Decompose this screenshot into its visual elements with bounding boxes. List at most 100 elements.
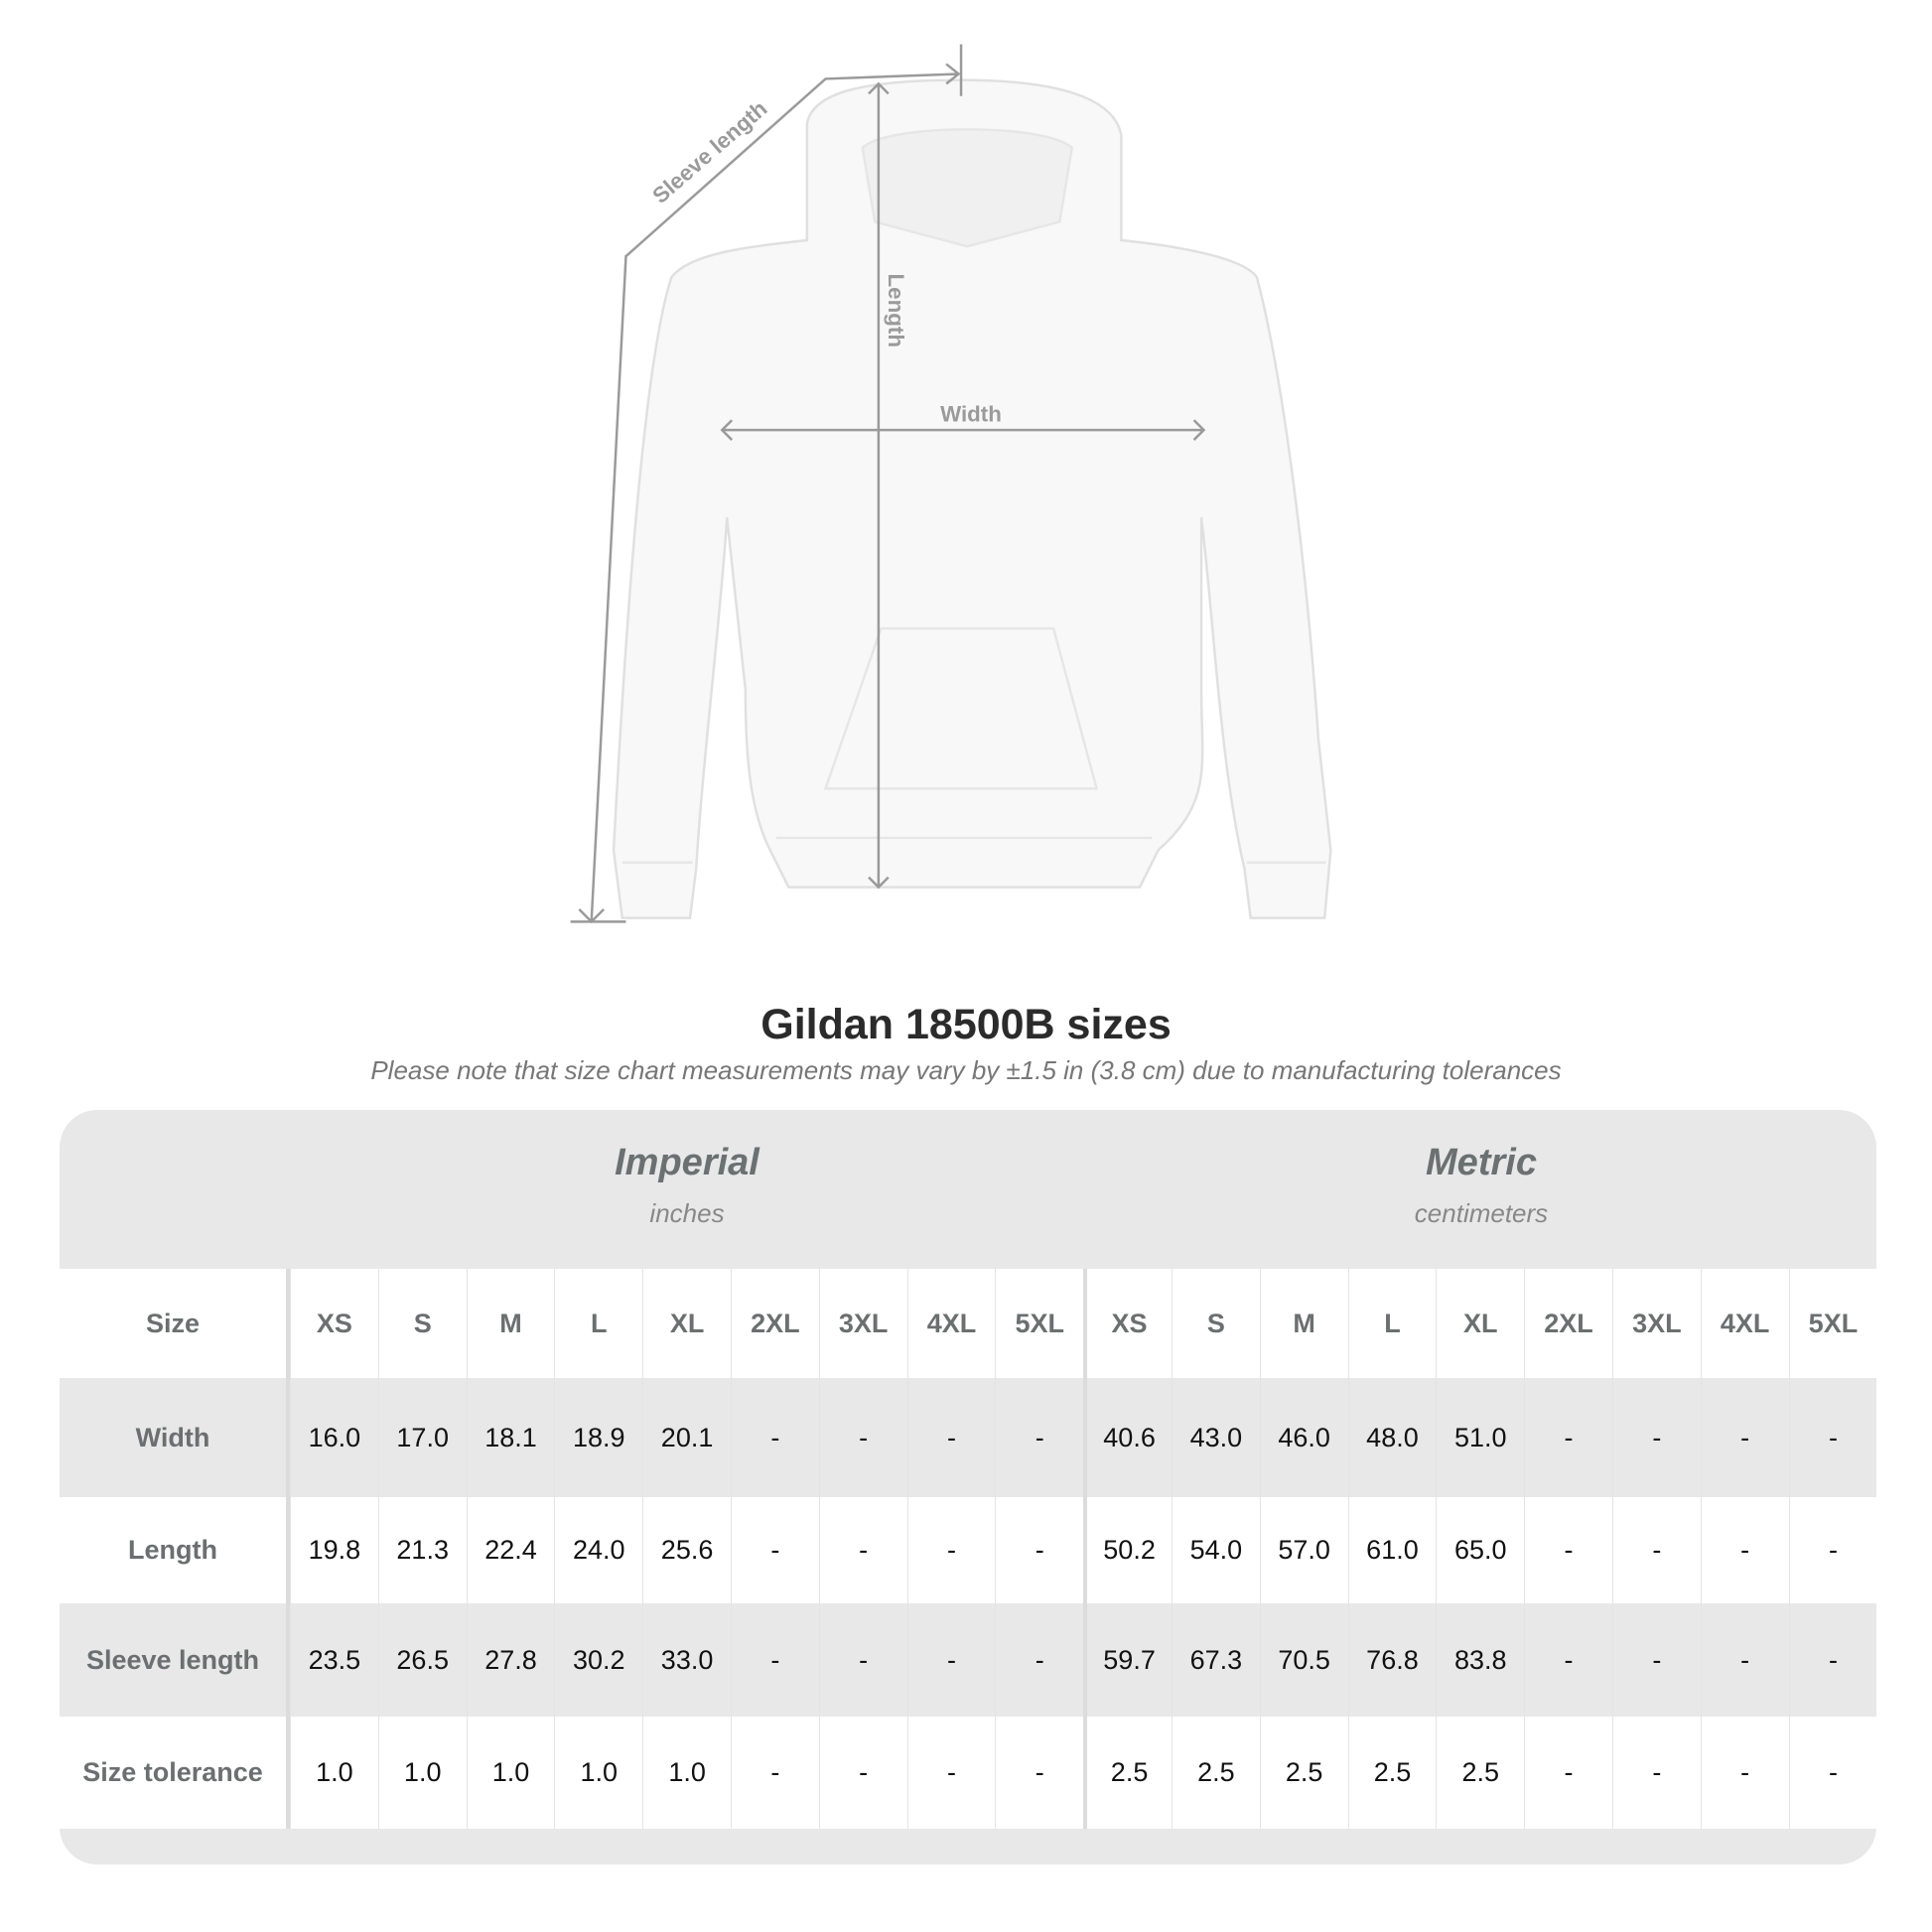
imperial-value-cell: 1.0: [642, 1717, 731, 1829]
metric-value-cell: -: [1524, 1497, 1612, 1603]
length-label: Length: [884, 274, 908, 347]
metric-size-header: 5XL: [1788, 1269, 1876, 1378]
imperial-value-cell: -: [906, 1497, 996, 1603]
metric-value-cell: 2.5: [1083, 1717, 1172, 1829]
metric-size-header: M: [1259, 1269, 1348, 1378]
metric-value-cell: -: [1524, 1717, 1612, 1829]
imperial-size-header: S: [377, 1269, 467, 1378]
imperial-value-cell: -: [906, 1717, 996, 1829]
metric-title: Metric: [1426, 1142, 1537, 1183]
metric-value-cell: 65.0: [1436, 1497, 1525, 1603]
metric-value-cell: -: [1524, 1378, 1612, 1497]
imperial-value-cell: 33.0: [642, 1603, 731, 1717]
page-title: Gildan 18500B sizes: [760, 1001, 1172, 1048]
hoodie-illustration: [612, 78, 1332, 919]
imperial-value-cell: -: [906, 1378, 996, 1497]
metric-size-header: XL: [1436, 1269, 1525, 1378]
size-grid: Size XS S M L XL 2XL 3XL 4XL 5XL XS S M L XL 2XL 3XL 4XL 5…: [60, 1269, 1876, 1829]
imperial-value-cell: -: [818, 1603, 907, 1717]
imperial-value-cell: -: [906, 1603, 996, 1717]
metric-value-cell: -: [1700, 1603, 1789, 1717]
imperial-value-cell: -: [995, 1497, 1084, 1603]
metric-value-cell: -: [1524, 1603, 1612, 1717]
metric-value-cell: 2.5: [1171, 1717, 1260, 1829]
metric-value-cell: 43.0: [1171, 1378, 1260, 1497]
imperial-value-cell: -: [730, 1378, 819, 1497]
imperial-value-cell: 17.0: [377, 1378, 467, 1497]
metric-value-cell: 50.2: [1083, 1497, 1172, 1603]
imperial-value-cell: 1.0: [554, 1717, 643, 1829]
imperial-value-cell: 18.9: [554, 1378, 643, 1497]
metric-size-header: 2XL: [1524, 1269, 1612, 1378]
metric-value-cell: 48.0: [1347, 1378, 1437, 1497]
imperial-unit: inches: [649, 1198, 725, 1228]
metric-header: Metric centimeters: [1084, 1110, 1876, 1269]
imperial-size-header: 4XL: [906, 1269, 996, 1378]
imperial-value-cell: 1.0: [466, 1717, 555, 1829]
imperial-value-cell: 1.0: [290, 1717, 378, 1829]
size-header-label: Size: [60, 1269, 290, 1378]
imperial-value-cell: -: [730, 1497, 819, 1603]
imperial-value-cell: 16.0: [290, 1378, 378, 1497]
imperial-value-cell: 1.0: [377, 1717, 467, 1829]
imperial-value-cell: 30.2: [554, 1603, 643, 1717]
imperial-value-cell: -: [730, 1603, 819, 1717]
metric-value-cell: 83.8: [1436, 1603, 1525, 1717]
metric-value-cell: -: [1611, 1497, 1701, 1603]
imperial-value-cell: 23.5: [290, 1603, 378, 1717]
imperial-value-cell: -: [818, 1717, 907, 1829]
imperial-value-cell: 27.8: [466, 1603, 555, 1717]
metric-value-cell: -: [1788, 1497, 1876, 1603]
metric-value-cell: 76.8: [1347, 1603, 1437, 1717]
imperial-value-cell: 24.0: [554, 1497, 643, 1603]
imperial-value-cell: 19.8: [290, 1497, 378, 1603]
metric-value-cell: -: [1611, 1717, 1701, 1829]
imperial-size-header: 3XL: [818, 1269, 907, 1378]
metric-value-cell: -: [1788, 1603, 1876, 1717]
size-chart-table: Imperial inches Metric centimeters Size X…: [60, 1110, 1876, 1864]
imperial-value-cell: -: [995, 1717, 1084, 1829]
imperial-title: Imperial: [615, 1142, 759, 1183]
imperial-value-cell: 25.6: [642, 1497, 731, 1603]
imperial-value-cell: 20.1: [642, 1378, 731, 1497]
metric-size-header: L: [1347, 1269, 1437, 1378]
metric-value-cell: 57.0: [1259, 1497, 1348, 1603]
metric-value-cell: 61.0: [1347, 1497, 1437, 1603]
imperial-size-header: 5XL: [995, 1269, 1084, 1378]
imperial-value-cell: -: [730, 1717, 819, 1829]
row-label: Length: [60, 1497, 290, 1603]
sleeve-length-label: Sleeve length: [647, 96, 771, 208]
metric-value-cell: 2.5: [1347, 1717, 1437, 1829]
metric-value-cell: 59.7: [1083, 1603, 1172, 1717]
metric-size-header: 3XL: [1611, 1269, 1701, 1378]
imperial-value-cell: 18.1: [466, 1378, 555, 1497]
metric-unit: centimeters: [1414, 1198, 1549, 1228]
imperial-size-header: M: [466, 1269, 555, 1378]
length-measure-line: [868, 81, 890, 890]
imperial-value-cell: -: [995, 1603, 1084, 1717]
width-label: Width: [940, 401, 1002, 426]
imperial-value-cell: -: [818, 1497, 907, 1603]
imperial-size-header: XL: [642, 1269, 731, 1378]
metric-value-cell: -: [1700, 1717, 1789, 1829]
metric-value-cell: -: [1788, 1717, 1876, 1829]
row-label: Width: [60, 1378, 290, 1497]
imperial-value-cell: -: [995, 1378, 1084, 1497]
metric-value-cell: 2.5: [1259, 1717, 1348, 1829]
metric-value-cell: -: [1788, 1378, 1876, 1497]
imperial-value-cell: 22.4: [466, 1497, 555, 1603]
metric-value-cell: -: [1700, 1497, 1789, 1603]
metric-size-header: 4XL: [1700, 1269, 1789, 1378]
metric-size-header: XS: [1083, 1269, 1172, 1378]
imperial-size-header: XS: [290, 1269, 378, 1378]
imperial-value-cell: 21.3: [377, 1497, 467, 1603]
sleeve-measure-line: [570, 44, 963, 924]
width-measure-line: [720, 419, 1206, 441]
metric-value-cell: 54.0: [1171, 1497, 1260, 1603]
metric-value-cell: 2.5: [1436, 1717, 1525, 1829]
metric-value-cell: 51.0: [1436, 1378, 1525, 1497]
metric-value-cell: -: [1611, 1603, 1701, 1717]
metric-value-cell: 46.0: [1259, 1378, 1348, 1497]
metric-value-cell: -: [1700, 1378, 1789, 1497]
metric-value-cell: 40.6: [1083, 1378, 1172, 1497]
